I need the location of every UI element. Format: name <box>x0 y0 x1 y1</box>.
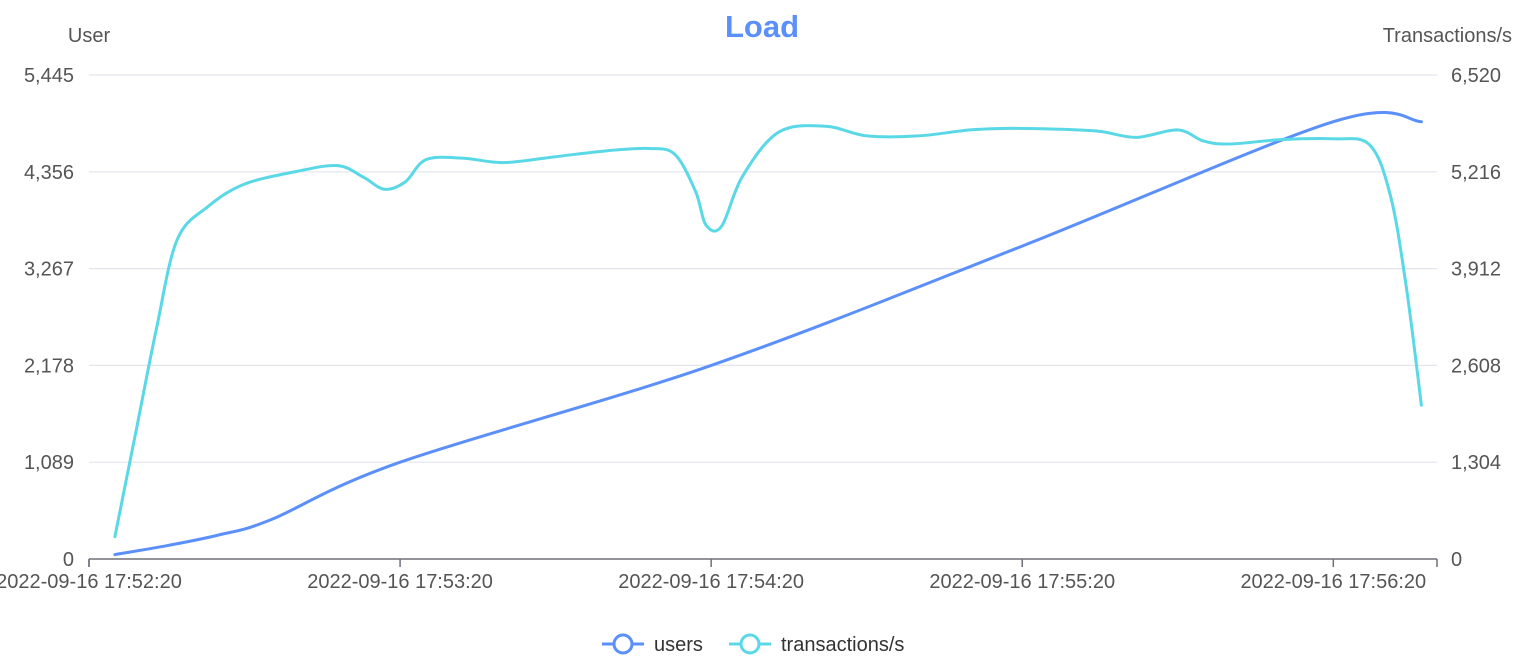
right-tick-label: 6,520 <box>1451 65 1501 87</box>
legend[interactable]: users transactions/s <box>602 633 904 656</box>
right-axis-label: Transactions/s <box>1383 25 1512 47</box>
series-line-users <box>113 111 1423 557</box>
legend-label-transactions-s[interactable]: transactions/s <box>781 634 904 656</box>
x-tick-label: 2022-09-16 17:53:20 <box>307 571 493 593</box>
x-axis: 2022-09-16 17:52:20 2022-09-16 17:53:20 20… <box>0 558 1438 593</box>
left-tick-label: 5,445 <box>24 65 74 87</box>
legend-marker-users[interactable] <box>612 633 634 655</box>
series-line-transactions-s <box>113 124 1423 539</box>
right-tick-label: 2,608 <box>1451 355 1501 377</box>
right-tick-label: 5,216 <box>1451 162 1501 184</box>
legend-marker-transactions-s[interactable] <box>739 633 761 655</box>
gridlines <box>89 74 1437 463</box>
chart-title: Load <box>725 9 799 44</box>
x-tick-label: 2022-09-16 17:55:20 <box>929 571 1115 593</box>
x-tick-label: 2022-09-16 17:56:20 <box>1240 571 1426 593</box>
legend-label-users[interactable]: users <box>654 634 703 656</box>
x-tick-label: 2022-09-16 17:54:20 <box>618 571 804 593</box>
left-tick-label: 2,178 <box>24 355 74 377</box>
series-layer <box>113 111 1423 557</box>
right-tick-label: 3,912 <box>1451 259 1501 281</box>
right-axis-ticks: 0 1,304 2,608 3,912 5,216 6,520 <box>1451 65 1501 571</box>
left-tick-label: 1,089 <box>24 452 74 474</box>
right-tick-label: 0 <box>1451 549 1462 571</box>
right-tick-label: 1,304 <box>1451 452 1501 474</box>
left-axis-label: User <box>68 25 111 47</box>
left-tick-label: 3,267 <box>24 259 74 281</box>
left-tick-label: 4,356 <box>24 162 74 184</box>
left-tick-label: 0 <box>63 549 74 571</box>
x-tick-label: 2022-09-16 17:52:20 <box>0 571 182 593</box>
left-axis-ticks: 0 1,089 2,178 3,267 4,356 5,445 <box>24 65 74 571</box>
